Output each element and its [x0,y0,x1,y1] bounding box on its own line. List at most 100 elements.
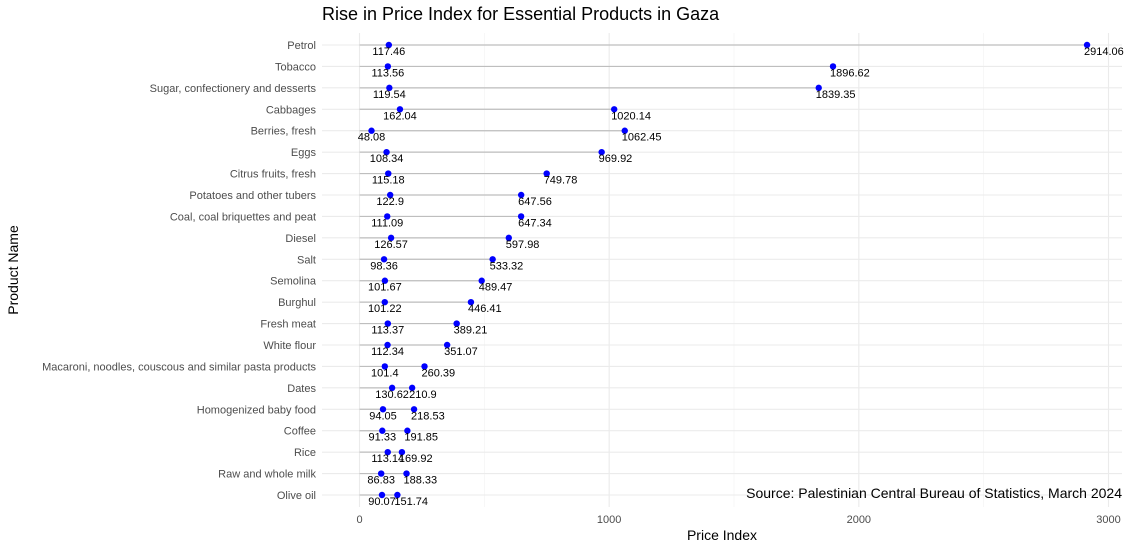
value-label-before: 117.46 [372,46,405,58]
point-before [385,170,392,177]
point-after [1083,41,1091,49]
y-tick-label: White flour [263,340,316,352]
point-before [385,41,393,49]
point-before [384,320,392,327]
y-tick-label: Semolina [270,276,317,288]
y-tick-label: Berries, fresh [251,126,316,138]
value-label-before: 126.57 [374,239,408,251]
value-label-before: 108.34 [370,153,404,165]
point-after [467,298,475,306]
x-tick-label: 0 [356,514,362,526]
value-label-before: 101.4 [371,367,399,379]
y-tick-label: Burghul [278,297,316,309]
point-before [387,234,395,242]
y-axis-tick-labels: Petrol Tobacco Sugar, confectionery and de… [42,40,317,502]
point-before [384,341,391,349]
y-tick-label: Petrol [287,40,316,52]
point-after [410,406,418,413]
value-label-before: 48.08 [358,132,386,144]
value-label-before: 101.67 [368,282,402,294]
x-axis-tick-labels: 0 1000 2000 3000 [356,514,1120,526]
segments [359,44,1088,496]
value-label-before: 122.9 [376,196,404,208]
y-axis-title: Product Name [5,225,21,315]
point-before [380,256,388,263]
value-label-after: 749.78 [544,175,578,187]
point-after [489,256,496,263]
point-before [388,384,396,392]
point-before [384,213,391,220]
point-after [403,470,410,477]
chart-title: Rise in Price Index for Essential Produc… [322,4,720,24]
point-after [478,277,485,284]
grid [322,33,1122,507]
value-label-before: 94.05 [369,410,397,422]
point-before [377,470,385,477]
point-before [383,148,390,156]
y-tick-label: Fresh meat [260,319,316,331]
x-axis-title: Price Index [687,527,757,543]
value-label-after: 489.47 [479,282,513,294]
value-label-after: 260.39 [422,367,456,379]
value-label-before: 113.37 [371,325,404,337]
y-tick-label: Salt [297,254,316,266]
value-label-before: 162.04 [383,110,417,122]
value-label-before: 101.22 [368,303,402,315]
value-label-after: 533.32 [490,260,524,272]
value-label-before: 111.09 [371,217,403,229]
point-after [621,127,628,134]
value-label-after: 151.74 [394,496,428,508]
point-after [421,363,428,370]
value-label-after: 597.98 [506,239,540,251]
y-tick-label: Macaroni, noodles, couscous and similar … [42,361,316,373]
y-tick-label: Homogenized baby food [197,404,316,416]
value-label-before: 113.14 [371,453,404,465]
y-tick-label: Cabbages [266,104,317,116]
value-label-after: 647.56 [518,196,552,208]
point-before [379,406,387,413]
value-label-after: 191.85 [404,432,438,444]
value-label-after: 969.92 [599,153,633,165]
value-label-after: 389.21 [454,325,488,337]
y-tick-label: Rice [294,447,316,459]
value-label-after: 1020.14 [611,110,651,122]
point-after [394,491,401,499]
value-label-after: 188.33 [404,475,438,487]
value-label-before: 113.56 [371,67,404,79]
point-before [381,277,389,284]
value-label-before: 115.18 [372,175,405,187]
value-label-before: 91.33 [369,432,397,444]
value-label-after: 1062.45 [622,132,662,144]
point-before [379,427,386,434]
y-tick-label: Raw and whole milk [218,469,316,481]
y-tick-label: Tobacco [275,61,316,73]
value-labels: 117.46 2914.06 113.56 1896.62 119.54 1839.35 1… [358,46,1124,508]
point-after [543,170,550,177]
y-tick-label: Olive oil [277,490,316,502]
point-before [396,106,404,113]
value-label-before: 112.34 [371,346,404,358]
point-before [378,491,386,499]
value-label-before: 98.36 [370,260,398,272]
value-label-after: 446.41 [468,303,502,315]
point-after [517,213,525,220]
value-label-before: 130.62 [375,389,409,401]
point-after [815,84,822,92]
point-before [384,63,392,70]
x-tick-label: 3000 [1096,514,1120,526]
y-tick-label: Eggs [291,147,317,159]
point-after [398,448,406,456]
point-after [598,148,605,156]
point-before [381,363,389,370]
y-tick-label: Dates [287,383,316,395]
value-label-after: 351.07 [444,346,478,358]
source-caption: Source: Palestinian Central Bureau of St… [746,485,1122,501]
point-after [408,384,416,392]
value-label-after: 210.9 [409,389,437,401]
y-tick-label: Coal, coal briquettes and peat [170,211,316,223]
y-tick-label: Coffee [284,426,316,438]
value-label-after: 218.53 [411,410,445,422]
point-after [453,320,460,327]
y-tick-label: Diesel [285,233,316,245]
